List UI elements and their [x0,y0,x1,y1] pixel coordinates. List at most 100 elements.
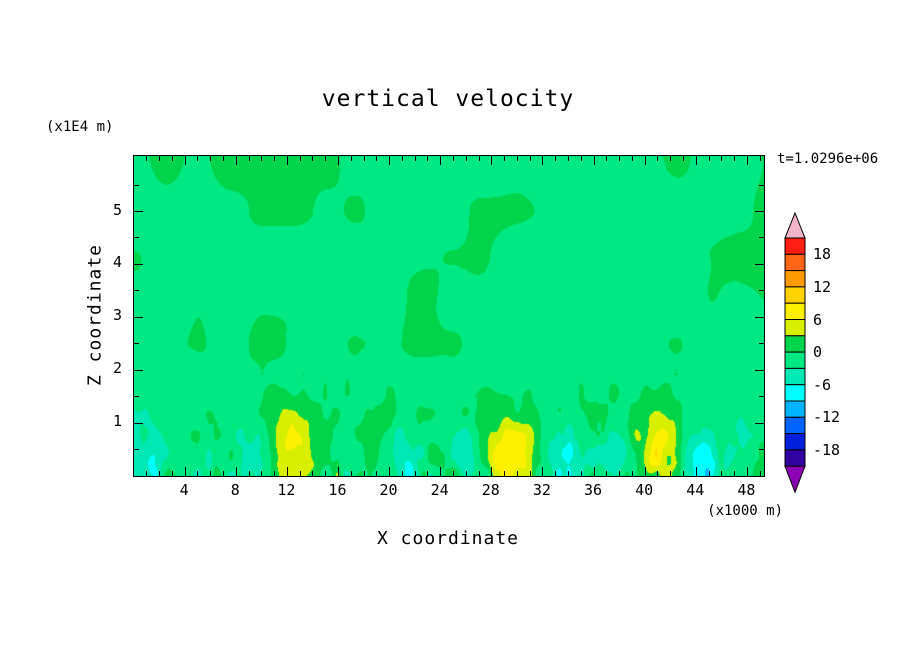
x-tick-label: 20 [379,481,398,499]
plot-area [133,155,765,477]
x-major-tick-top [542,156,544,165]
x-minor-tick-bottom [529,471,531,476]
x-tick-label: 36 [584,481,603,499]
x-minor-tick-bottom [657,471,659,476]
x-minor-tick-bottom [670,471,672,476]
x-minor-tick-bottom [734,471,736,476]
x-minor-tick-bottom [197,471,199,476]
y-minor-tick-right [759,237,764,239]
x-major-tick-bottom [593,467,595,476]
x-major-tick-bottom [235,467,237,476]
x-minor-tick-top [452,156,454,161]
x-minor-tick-bottom [312,471,314,476]
colorbar-box [784,416,806,435]
x-minor-tick-bottom [721,471,723,476]
y-major-tick-right [755,316,764,318]
colorbar-box [784,253,806,272]
x-major-tick-bottom [542,467,544,476]
x-minor-tick-top [567,156,569,161]
x-major-tick-bottom [337,467,339,476]
x-minor-tick-bottom [159,471,161,476]
x-major-tick-top [746,156,748,165]
x-minor-tick-top [708,156,710,161]
x-minor-tick-top [670,156,672,161]
x-minor-tick-top [465,156,467,161]
x-minor-tick-bottom [580,471,582,476]
x-major-tick-top [593,156,595,165]
colorbar-box [784,400,806,418]
x-minor-tick-bottom [401,471,403,476]
x-minor-tick-top [516,156,518,161]
x-minor-tick-bottom [606,471,608,476]
x-minor-tick-bottom [146,471,148,476]
y-minor-tick-left [134,290,139,292]
y-tick-label: 1 [112,412,122,431]
x-minor-tick-bottom [619,471,621,476]
x-minor-tick-bottom [299,471,301,476]
y-minor-tick-right [759,396,764,398]
x-minor-tick-top [414,156,416,161]
x-minor-tick-top [312,156,314,161]
colorbar-box [784,384,806,402]
x-minor-tick-bottom [171,471,173,476]
x-minor-tick-top [325,156,327,161]
x-major-tick-top [235,156,237,165]
colorbar-label: -12 [813,408,841,427]
y-minor-tick-right [759,184,764,186]
x-minor-tick-top [299,156,301,161]
x-minor-tick-bottom [363,471,365,476]
x-minor-tick-bottom [759,471,761,476]
x-minor-tick-bottom [376,471,378,476]
y-minor-tick-left [134,343,139,345]
colorbar-box [784,319,806,337]
x-major-tick-top [184,156,186,165]
y-major-tick-left [134,263,143,265]
x-tick-label: 16 [328,481,347,499]
x-minor-tick-top [171,156,173,161]
x-tick-label: 4 [179,481,189,499]
x-major-tick-top [440,156,442,165]
colorbar-box [784,351,806,369]
x-axis-title: X coordinate [376,528,520,549]
chart-title: vertical velocity [321,86,575,112]
y-minor-tick-left [134,396,139,398]
x-minor-tick-top [222,156,224,161]
x-major-tick-top [337,156,339,165]
colorbar-box [784,302,806,320]
colorbar-box [784,433,806,451]
x-minor-tick-top [504,156,506,161]
y-minor-tick-right [759,290,764,292]
x-minor-tick-top [261,156,263,161]
x-minor-tick-top [734,156,736,161]
y-axis-unit-label: (x1E4 m) [46,119,114,135]
x-major-tick-bottom [644,467,646,476]
y-major-tick-right [755,369,764,371]
x-minor-tick-top [401,156,403,161]
x-minor-tick-top [159,156,161,161]
x-minor-tick-top [529,156,531,161]
x-minor-tick-top [197,156,199,161]
x-major-tick-bottom [286,467,288,476]
x-minor-tick-bottom [427,471,429,476]
y-tick-label: 4 [112,253,122,272]
x-minor-tick-bottom [478,471,480,476]
x-minor-tick-bottom [504,471,506,476]
x-major-tick-bottom [389,467,391,476]
y-minor-tick-right [759,343,764,345]
colorbar-label: 12 [813,277,832,296]
colorbar-label: -6 [813,375,832,394]
colorbar-box [784,335,806,353]
colorbar-box [784,237,806,255]
x-minor-tick-bottom [210,471,212,476]
x-minor-tick-top [350,156,352,161]
y-major-tick-right [755,263,764,265]
colorbar-label: 18 [813,245,832,264]
x-axis-unit-label: (x1000 m) [707,503,783,519]
x-minor-tick-top [478,156,480,161]
x-minor-tick-top [657,156,659,161]
colorbar-label: -18 [813,440,841,459]
colorbar-box [784,367,806,386]
x-minor-tick-top [619,156,621,161]
x-minor-tick-top [248,156,250,161]
x-minor-tick-top [759,156,761,161]
